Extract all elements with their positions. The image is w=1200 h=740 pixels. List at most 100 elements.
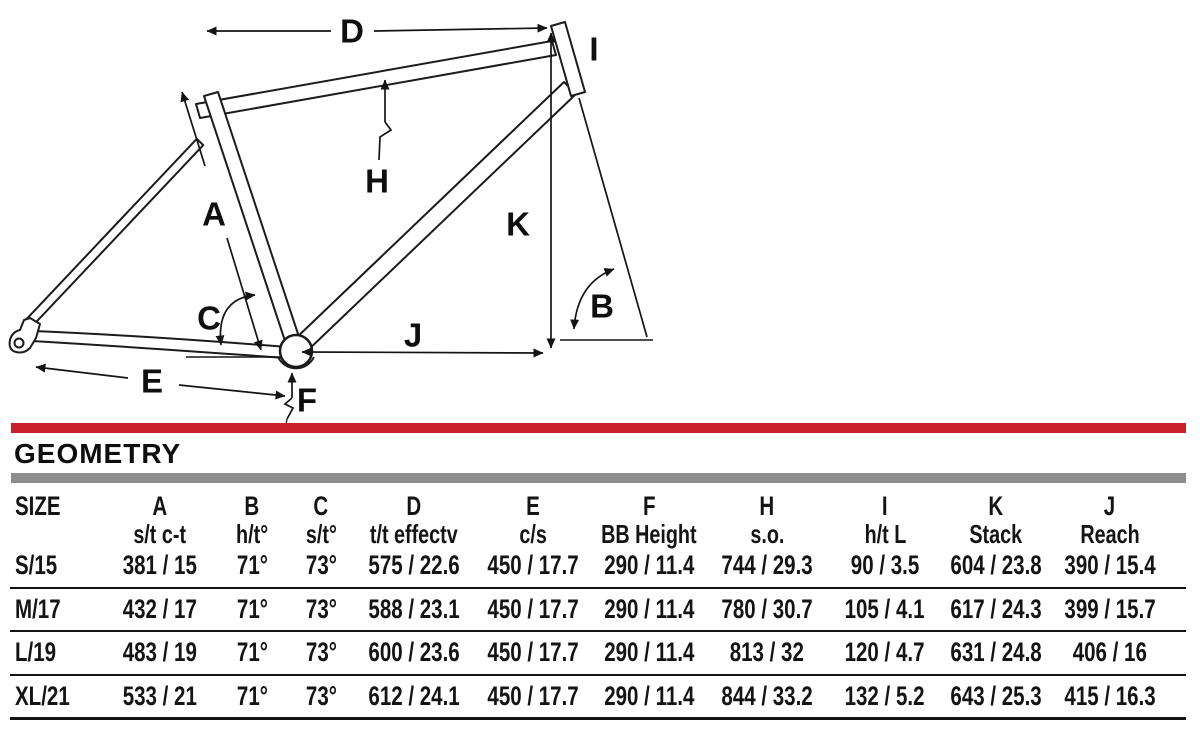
dim-D-toptube-effective <box>206 23 548 36</box>
value-cell: 73° <box>305 550 337 581</box>
chain-stay-tube <box>31 330 288 359</box>
col-subheader-I: h/t L <box>864 519 906 549</box>
size-cell: XL/21 <box>15 680 70 711</box>
label-J: J <box>404 317 422 354</box>
col-header-letter-E: E <box>526 491 540 521</box>
value-cell: 73° <box>305 680 337 711</box>
dim-C-seat-angle <box>186 291 280 358</box>
bottom-bracket <box>278 333 314 369</box>
dim-E-chainstay <box>35 363 286 400</box>
table-row: XL/21 533 / 21 71° 73° 612 / 24.1 450 / … <box>10 676 1186 720</box>
value-cell: 483 / 19 <box>122 637 198 668</box>
top-tube <box>195 40 557 119</box>
value-cell: 643 / 25.3 <box>950 680 1042 711</box>
table-header: SIZE A B C D E F H I K J s/t c-t h/t° s/… <box>10 483 1186 549</box>
value-cell: 290 / 11.4 <box>603 637 695 668</box>
size-cell: L/19 <box>15 637 57 668</box>
col-subheader-H: s.o. <box>749 519 785 549</box>
col-subheader-E: c/s <box>519 519 547 549</box>
value-cell: 450 / 17.7 <box>487 637 579 668</box>
col-header-letter-K: K <box>988 491 1004 521</box>
value-cell: 120 / 4.7 <box>845 637 925 668</box>
seat-stay-tube <box>25 137 205 327</box>
value-cell: 399 / 15.7 <box>1064 593 1156 624</box>
dim-B-head-angle <box>560 97 653 341</box>
table-row: L/19 483 / 19 71° 73° 600 / 23.6 450 / 1… <box>10 632 1186 676</box>
value-cell: 73° <box>305 593 337 624</box>
label-B: B <box>590 288 614 325</box>
accent-divider-bar <box>11 423 1186 433</box>
value-cell: 290 / 11.4 <box>603 593 695 624</box>
section-title: GEOMETRY <box>14 438 182 469</box>
value-cell: 744 / 29.3 <box>721 550 813 581</box>
value-cell: 575 / 22.6 <box>368 550 460 581</box>
col-header-letter-H: H <box>759 491 775 521</box>
value-cell: 844 / 33.2 <box>721 680 813 711</box>
value-cell: 780 / 30.7 <box>721 593 813 624</box>
col-subheader-A: s/t c-t <box>133 519 187 549</box>
dim-H-standover <box>378 79 393 161</box>
col-header-letter-A: A <box>152 491 168 521</box>
col-header-letter-I: I <box>882 491 888 521</box>
value-cell: 90 / 3.5 <box>850 550 920 581</box>
value-cell: 631 / 24.8 <box>950 637 1042 668</box>
col-subheader-C: s/t° <box>305 519 337 549</box>
value-cell: 432 / 17 <box>122 593 198 624</box>
value-cell: 105 / 4.1 <box>845 593 925 624</box>
col-header-letter-J: J <box>1104 491 1116 521</box>
dim-F-bb-height <box>283 372 297 432</box>
label-F: F <box>297 382 317 419</box>
col-subheader-D: t/t effectv <box>370 519 458 549</box>
col-header-letter-C: C <box>313 491 329 521</box>
size-cell: M/17 <box>15 593 61 624</box>
value-cell: 73° <box>305 637 337 668</box>
head-tube <box>550 21 586 97</box>
label-H: H <box>365 163 389 200</box>
frame-geometry-diagram: D I H A K B C J E F <box>8 13 653 432</box>
rear-dropout <box>8 317 41 354</box>
bike-frame-drawing: D I H A K B C J E F <box>8 13 653 432</box>
col-header-letter-D: D <box>406 491 422 521</box>
value-cell: 813 / 32 <box>729 637 805 668</box>
value-cell: 71° <box>236 637 268 668</box>
size-cell: S/15 <box>15 550 58 581</box>
label-K: K <box>506 206 530 243</box>
gray-divider-bar <box>11 473 1186 483</box>
label-D: D <box>340 13 364 50</box>
table-row: M/17 432 / 17 71° 73° 588 / 23.1 450 / 1… <box>10 589 1186 632</box>
label-A: A <box>202 196 226 233</box>
value-cell: 415 / 16.3 <box>1064 680 1156 711</box>
value-cell: 533 / 21 <box>122 680 198 711</box>
col-subheader-K: Stack <box>969 519 1023 549</box>
label-E: E <box>141 363 163 400</box>
value-cell: 450 / 17.7 <box>487 680 579 711</box>
dropout-hole <box>13 337 25 349</box>
value-cell: 600 / 23.6 <box>368 637 460 668</box>
value-cell: 450 / 17.7 <box>487 593 579 624</box>
col-subheader-B: h/t° <box>235 519 269 549</box>
value-cell: 132 / 5.2 <box>845 680 925 711</box>
value-cell: 612 / 24.1 <box>368 680 460 711</box>
col-header-letter-B: B <box>244 491 260 521</box>
value-cell: 604 / 23.8 <box>950 550 1042 581</box>
down-tube <box>292 81 577 354</box>
col-header-size: SIZE <box>15 491 61 521</box>
geometry-table: SIZE A B C D E F H I K J s/t c-t h/t° s/… <box>10 483 1186 720</box>
col-header-letter-F: F <box>642 491 656 521</box>
value-cell: 71° <box>236 593 268 624</box>
value-cell: 617 / 24.3 <box>950 593 1042 624</box>
value-cell: 381 / 15 <box>122 550 198 581</box>
value-cell: 406 / 16 <box>1072 637 1148 668</box>
value-cell: 390 / 15.4 <box>1064 550 1156 581</box>
value-cell: 290 / 11.4 <box>603 550 695 581</box>
col-subheader-J: Reach <box>1080 519 1140 549</box>
value-cell: 71° <box>236 550 268 581</box>
value-cell: 450 / 17.7 <box>487 550 579 581</box>
label-C: C <box>197 300 221 337</box>
table-row: S/15 381 / 15 71° 73° 575 / 22.6 450 / 1… <box>10 545 1186 589</box>
col-subheader-F: BB Height <box>601 519 697 549</box>
dim-J-reach <box>301 347 544 358</box>
value-cell: 71° <box>236 680 268 711</box>
value-cell: 290 / 11.4 <box>603 680 695 711</box>
